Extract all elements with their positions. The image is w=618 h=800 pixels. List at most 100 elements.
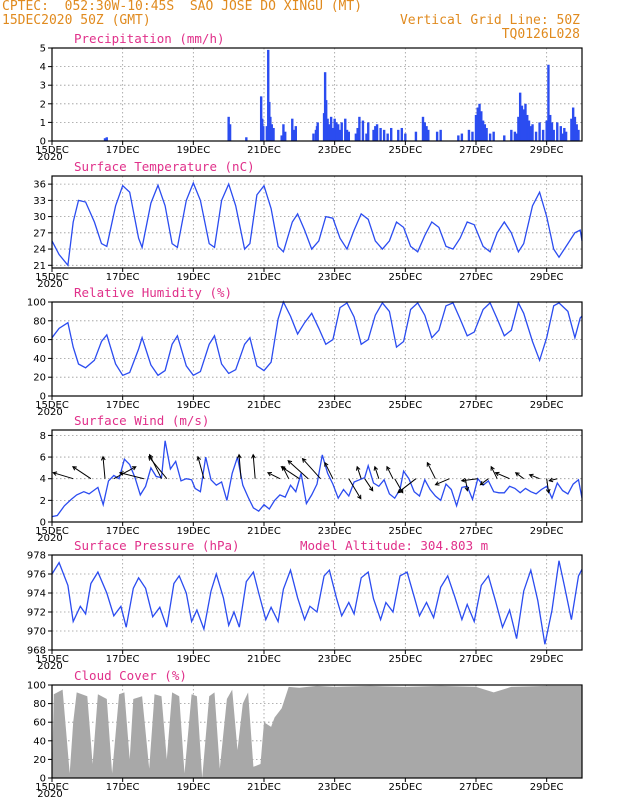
- x-tick-label: 27DEC: [459, 526, 493, 537]
- precip-bar: [337, 124, 340, 141]
- precip-bar: [414, 131, 418, 141]
- y-tick-label: 0: [40, 392, 46, 403]
- wind-vector-arrow: [397, 478, 417, 494]
- wind-vector-arrow: [426, 461, 436, 479]
- x-tick-label: 25DEC: [388, 145, 422, 156]
- precip-bar: [390, 127, 393, 141]
- x-tick-label: 29DEC: [530, 526, 564, 537]
- precip-bar: [575, 124, 578, 141]
- x-year-label: 2020: [37, 152, 62, 163]
- cloud-frame: [51, 684, 583, 779]
- precip-bar: [538, 122, 541, 141]
- wind-vector-arrow: [548, 477, 558, 483]
- pres-series-line: [51, 560, 583, 645]
- precip-bar: [534, 131, 538, 141]
- precip-bar: [570, 118, 573, 141]
- precip-bar: [488, 133, 492, 141]
- precip-bar: [524, 103, 527, 141]
- y-tick-label: 974: [27, 589, 46, 600]
- x-tick-label: 29DEC: [530, 272, 564, 283]
- precip-bar: [280, 135, 283, 141]
- precip-bar: [379, 127, 382, 141]
- x-tick-label: 23DEC: [318, 526, 352, 537]
- wind-vector-arrow: [528, 473, 540, 480]
- precip-bar: [481, 120, 485, 141]
- precip-bar: [439, 129, 442, 141]
- x-tick-label: 19DEC: [176, 782, 210, 793]
- header-grid-note: Vertical Grid Line: 50Z: [399, 13, 580, 28]
- precip-bar: [356, 127, 359, 141]
- precip-bar: [326, 118, 329, 141]
- wind-vector-arrow: [364, 478, 374, 492]
- x-tick-label: 25DEC: [388, 654, 422, 665]
- y-tick-label: 4: [40, 62, 46, 73]
- precip-bar: [262, 126, 265, 141]
- precip-bar: [563, 127, 566, 141]
- x-tick-label: 23DEC: [318, 145, 352, 156]
- x-tick-label: 21DEC: [247, 654, 281, 665]
- precip-bar: [284, 131, 287, 141]
- precip-bar: [265, 126, 269, 141]
- precip-bar: [476, 107, 479, 141]
- wind-vector-arrow: [236, 453, 242, 479]
- temp-series-line: [51, 181, 583, 267]
- precip-bar: [526, 114, 529, 141]
- precip-bar: [547, 64, 550, 141]
- precip-bar: [545, 120, 548, 141]
- x-tick-label: 21DEC: [247, 272, 281, 283]
- precip-bar: [522, 109, 525, 141]
- precip-bar: [527, 120, 531, 141]
- x-tick-label: 17DEC: [106, 782, 140, 793]
- x-tick-label: 21DEC: [247, 526, 281, 537]
- precip-bar: [485, 127, 488, 141]
- wind-vector-arrow: [266, 472, 281, 480]
- precip-bar: [471, 131, 474, 141]
- x-tick-label: 21DEC: [247, 400, 281, 411]
- y-tick-label: 80: [33, 699, 46, 710]
- x-tick-label: 15DEC: [35, 654, 69, 665]
- wind-vector-arrow: [373, 465, 380, 479]
- precip-bar: [421, 116, 425, 141]
- pres-title: Surface Pressure (hPa): [74, 538, 240, 553]
- precip-bar: [518, 92, 522, 141]
- x-tick-label: 19DEC: [176, 654, 210, 665]
- precip-bar: [312, 133, 315, 141]
- precip-bar: [573, 116, 577, 141]
- y-tick-label: 100: [27, 681, 46, 692]
- x-tick-label: 29DEC: [530, 400, 564, 411]
- header-datetime: 15DEC2020 50Z (GMT): [2, 13, 151, 28]
- precip-bar: [227, 116, 230, 141]
- precip-bar: [105, 137, 108, 141]
- precip-bar: [372, 129, 375, 141]
- x-tick-label: 19DEC: [176, 272, 210, 283]
- precip-bar: [404, 133, 407, 141]
- y-tick-label: 80: [33, 316, 46, 327]
- y-tick-label: 8: [40, 431, 46, 442]
- wind-title: Surface Wind (m/s): [74, 413, 209, 428]
- wind-vector-arrow: [348, 478, 362, 500]
- wind-vector-arrow: [490, 465, 498, 479]
- precip-bar: [483, 124, 487, 141]
- precip-bar: [531, 124, 534, 141]
- precip-bar: [478, 103, 481, 141]
- precip-bar: [492, 131, 495, 141]
- precip-bar: [333, 118, 336, 141]
- wind-vector-arrow: [113, 466, 137, 480]
- cloud-title: Cloud Cover (%): [74, 668, 187, 683]
- y-tick-label: 33: [33, 196, 46, 207]
- precip-bar: [324, 100, 328, 141]
- x-tick-label: 23DEC: [318, 782, 352, 793]
- y-tick-label: 0: [40, 774, 46, 785]
- wind-vector-arrow: [460, 477, 478, 483]
- x-tick-label: 27DEC: [459, 400, 493, 411]
- precip-bar: [529, 126, 532, 141]
- wind-vector-arrow: [301, 457, 321, 480]
- x-tick-label: 29DEC: [530, 782, 564, 793]
- y-tick-label: 100: [27, 298, 46, 309]
- x-tick-label: 19DEC: [176, 400, 210, 411]
- precip-bar: [386, 133, 389, 141]
- x-tick-label: 27DEC: [459, 272, 493, 283]
- y-tick-label: 40: [33, 354, 46, 365]
- precip-bar: [315, 126, 319, 141]
- wind-vector-arrow: [324, 461, 334, 479]
